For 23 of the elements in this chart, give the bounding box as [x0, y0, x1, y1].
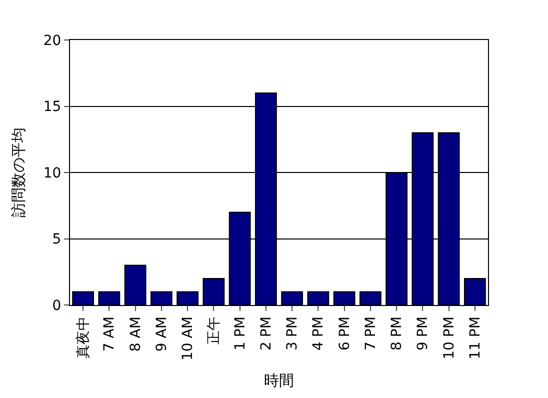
y-tick-label: 10 [43, 165, 62, 182]
x-tick-label: 3 PM [284, 316, 301, 350]
x-tick-label: 8 PM [389, 316, 406, 350]
y-tick-label: 5 [52, 232, 62, 248]
x-tick-label: 真夜中 [76, 316, 92, 359]
x-tick-label: 7 AM [102, 316, 118, 352]
x-tick-label: 9 AM [154, 316, 170, 352]
x-tick-label: 11 PM [467, 316, 484, 360]
x-tick-label: 7 PM [362, 316, 379, 350]
x-tick-label: 1 PM [232, 316, 248, 350]
y-axis-title: 訪問数の平均 [10, 128, 28, 218]
x-tick-label: 4 PM [310, 316, 327, 350]
x-tick-label: 2 PM [258, 316, 274, 350]
x-tick-label: 8 AM [128, 316, 144, 352]
x-axis-title: 時間 [264, 372, 294, 390]
y-tick-label: 0 [52, 298, 62, 314]
x-tick-label: 10 PM [441, 316, 458, 360]
y-tick-label: 20 [43, 32, 62, 49]
x-tick-label: 10 AM [180, 316, 196, 361]
y-tick-label: 15 [43, 99, 62, 116]
x-tick-label: 9 PM [415, 316, 432, 350]
x-tick-label: 正午 [206, 316, 222, 345]
x-tick-label: 6 PM [336, 316, 353, 350]
